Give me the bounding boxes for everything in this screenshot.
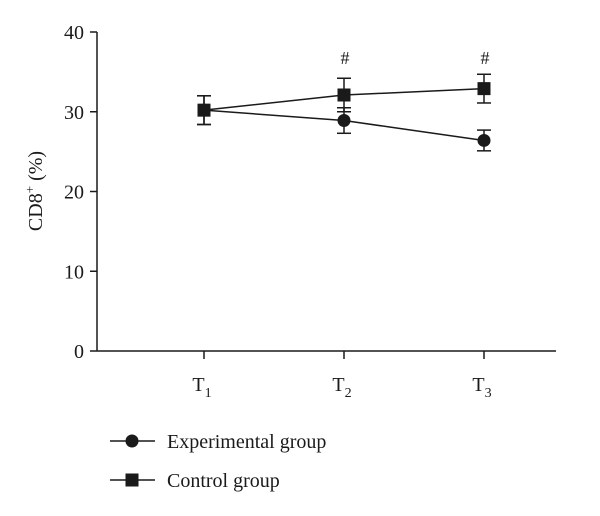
legend-label: Experimental group — [167, 431, 326, 453]
legend-marker-square — [125, 473, 139, 487]
y-axis-title-unit: (%) — [25, 151, 47, 186]
x-tick-label-main: T — [332, 374, 344, 396]
data-point-square — [197, 103, 211, 117]
chart-legend: Experimental group Control group — [110, 431, 326, 492]
x-tick-label-main: T — [192, 374, 204, 396]
y-tick-label: 40 — [64, 22, 84, 44]
legend-item: Control group — [110, 470, 280, 492]
y-axis-title: CD8+ (%) — [22, 151, 47, 231]
y-axis-title-main: CD8 — [25, 193, 47, 231]
x-tick-label: T3 — [472, 374, 491, 401]
x-tick-label-main: T — [472, 374, 484, 396]
y-tick-label: 30 — [64, 102, 84, 124]
legend-marker-circle — [125, 434, 139, 448]
data-point-square — [477, 82, 491, 96]
chart-series: # # — [197, 48, 491, 152]
series-square — [197, 73, 491, 126]
x-tick-label-subscript: 1 — [205, 386, 212, 401]
significance-marker: # — [341, 48, 350, 68]
y-tick-label: 10 — [64, 261, 84, 283]
x-tick-label-subscript: 3 — [485, 386, 492, 401]
x-tick-label-subscript: 2 — [345, 386, 352, 401]
legend-label: Control group — [167, 470, 280, 492]
y-tick-label: 0 — [74, 341, 84, 363]
data-point-circle — [337, 114, 351, 128]
significance-marker: # — [481, 48, 490, 68]
legend-item: Experimental group — [110, 431, 326, 453]
y-axis-title-superscript: + — [22, 186, 37, 193]
data-point-circle — [477, 133, 491, 147]
x-tick-label: T1 — [192, 374, 211, 401]
y-tick-label: 20 — [64, 182, 84, 204]
x-tick-label: T2 — [332, 374, 351, 401]
data-point-square — [337, 88, 351, 102]
